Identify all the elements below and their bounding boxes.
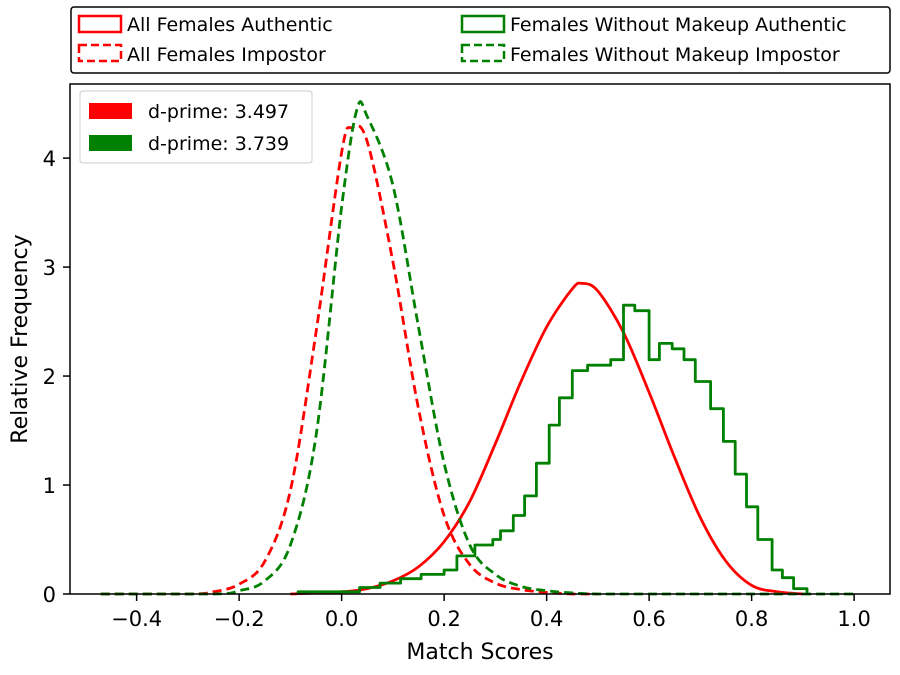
x-tick-label: 1.0 — [837, 607, 870, 631]
legend-label-all-authentic: All Females Authentic — [127, 14, 333, 36]
dprime-label-red: d-prime: 3.497 — [148, 101, 289, 123]
dprime-label-green: d-prime: 3.739 — [148, 133, 289, 155]
y-tick-label: 3 — [43, 256, 56, 280]
legend-label-nomakeup-impostor: Females Without Makeup Impostor — [510, 44, 840, 66]
y-tick-label: 1 — [43, 474, 56, 498]
x-tick-label: 0.6 — [632, 607, 665, 631]
series-all-females-impostor — [100, 124, 598, 596]
y-tick-label: 0 — [43, 583, 56, 607]
legend-label-all-impostor: All Females Impostor — [127, 44, 326, 66]
x-tick-label: −0.2 — [214, 607, 265, 631]
top-legend-frame — [70, 6, 891, 74]
top-legend: All Females Authentic Females Without Ma… — [70, 6, 891, 74]
plot-frame — [69, 83, 891, 595]
x-axis-label: Match Scores — [406, 640, 553, 665]
x-tick-label: 0.0 — [325, 607, 358, 631]
y-tick-label: 4 — [43, 147, 56, 171]
legend-swatch-nomakeup-authentic — [460, 14, 506, 34]
dprime-legend: d-prime: 3.497 d-prime: 3.739 — [79, 90, 313, 164]
x-tick-label: 0.2 — [427, 607, 460, 631]
dprime-legend-frame — [79, 90, 313, 164]
x-axis-ticks: −0.4 −0.2 0.0 0.2 0.4 0.6 0.8 1.0 — [111, 594, 871, 631]
series-layer — [100, 100, 855, 596]
legend-label-nomakeup-authentic: Females Without Makeup Authentic — [510, 14, 847, 36]
y-axis-label: Relative Frequency — [8, 234, 33, 443]
legend-swatch-all-authentic — [77, 14, 123, 34]
y-axis-ticks: 0 1 2 3 4 — [43, 147, 70, 607]
x-tick-label: 0.8 — [735, 607, 768, 631]
y-tick-label: 2 — [43, 365, 56, 389]
legend-swatch-all-impostor — [77, 43, 123, 63]
dprime-swatch-green — [89, 135, 132, 151]
x-tick-label: −0.4 — [111, 607, 162, 631]
legend-swatch-nomakeup-impostor — [460, 43, 506, 63]
series-females-without-makeup-authentic — [296, 303, 809, 594]
dprime-swatch-red — [89, 103, 132, 119]
series-all-females-authentic — [290, 281, 804, 596]
x-tick-label: 0.4 — [530, 607, 563, 631]
series-females-without-makeup-impostor — [100, 100, 855, 596]
